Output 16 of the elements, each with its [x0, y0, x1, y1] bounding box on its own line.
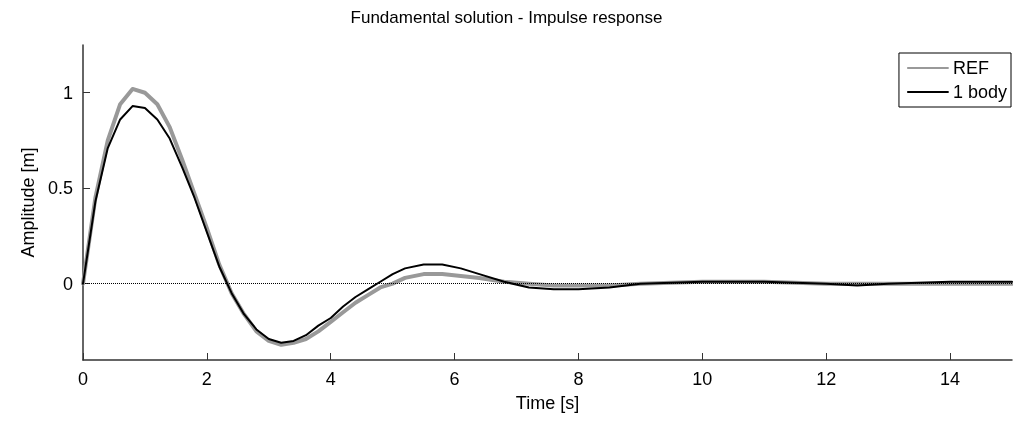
- x-tick-label: 14: [940, 369, 961, 389]
- y-tick-label: 0: [62, 273, 73, 294]
- x-tick-label: 10: [692, 369, 713, 389]
- y-tick-label: 1: [62, 82, 73, 103]
- x-tick-label: 12: [816, 369, 837, 389]
- x-tick-label: 6: [449, 369, 460, 389]
- x-tick-label: 2: [201, 369, 212, 389]
- legend-label: 1 body: [952, 82, 1007, 102]
- y-tick-label: 0.5: [47, 178, 73, 199]
- legend-label: REF: [952, 58, 989, 78]
- x-tick-label: 8: [573, 369, 584, 389]
- x-tick-label: 4: [325, 369, 336, 389]
- x-tick-label: 0: [77, 369, 89, 389]
- x-axis-title: Time [s]: [515, 393, 580, 413]
- y-axis-title: Amplitude [m]: [18, 147, 38, 258]
- chart-title: Fundamental solution - Impulse response: [350, 8, 663, 27]
